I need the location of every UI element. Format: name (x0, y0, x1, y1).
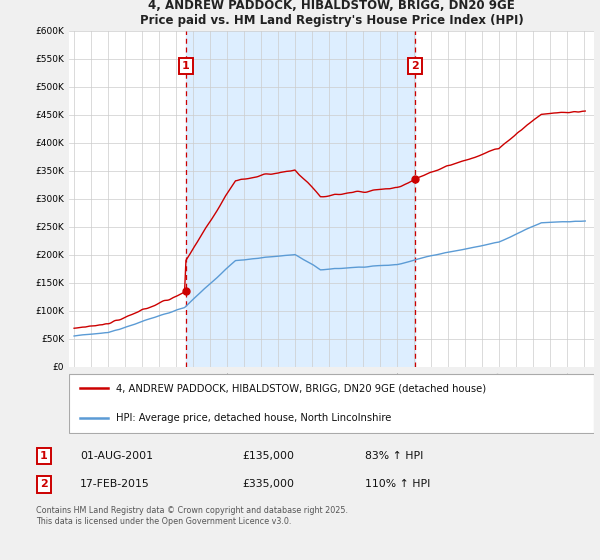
Text: £135,000: £135,000 (242, 451, 294, 461)
Text: 01-AUG-2001: 01-AUG-2001 (80, 451, 153, 461)
Text: 17-FEB-2015: 17-FEB-2015 (80, 479, 150, 489)
FancyBboxPatch shape (69, 374, 594, 433)
Text: 2: 2 (40, 479, 48, 489)
Text: 1: 1 (182, 61, 190, 71)
Text: Contains HM Land Registry data © Crown copyright and database right 2025.
This d: Contains HM Land Registry data © Crown c… (35, 506, 347, 526)
Text: 4, ANDREW PADDOCK, HIBALDSTOW, BRIGG, DN20 9GE (detached house): 4, ANDREW PADDOCK, HIBALDSTOW, BRIGG, DN… (116, 384, 487, 394)
Text: 1: 1 (40, 451, 48, 461)
Text: 83% ↑ HPI: 83% ↑ HPI (365, 451, 423, 461)
Text: HPI: Average price, detached house, North Lincolnshire: HPI: Average price, detached house, Nort… (116, 413, 392, 423)
Text: £335,000: £335,000 (242, 479, 294, 489)
Text: 2: 2 (412, 61, 419, 71)
Title: 4, ANDREW PADDOCK, HIBALDSTOW, BRIGG, DN20 9GE
Price paid vs. HM Land Registry's: 4, ANDREW PADDOCK, HIBALDSTOW, BRIGG, DN… (140, 0, 523, 27)
Text: 110% ↑ HPI: 110% ↑ HPI (365, 479, 430, 489)
Bar (186, 31, 415, 367)
